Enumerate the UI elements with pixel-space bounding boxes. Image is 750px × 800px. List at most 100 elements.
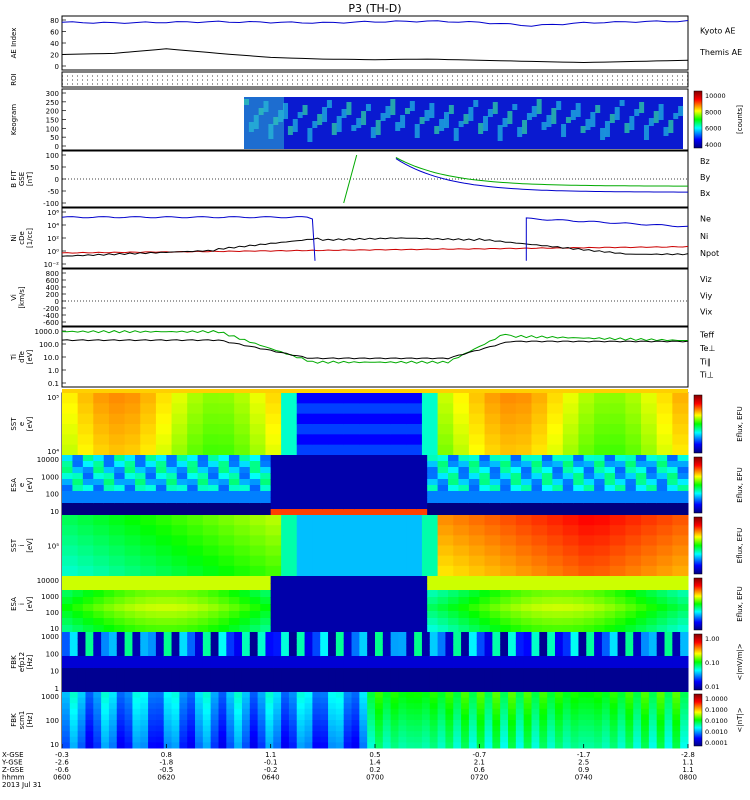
fbk_e-cell <box>108 668 118 675</box>
sst_i-cell <box>312 525 329 536</box>
fbk_b-cell <box>367 736 376 743</box>
esa_i-cell <box>72 576 84 584</box>
esa_i-cell <box>135 576 146 584</box>
fbk_e-cell <box>375 674 384 681</box>
fbk_e-cell <box>93 662 102 669</box>
fbk_e-cell <box>656 680 666 687</box>
fbk_e-cell <box>148 632 157 639</box>
fbk_e-cell <box>62 650 71 657</box>
esa_i-cell <box>291 590 303 598</box>
esa_i-cell <box>656 625 668 633</box>
fbk_e-cell <box>656 650 666 657</box>
fbk_b-cell <box>570 731 579 738</box>
sst_i-cell <box>578 565 595 577</box>
esa_i-cell <box>531 625 543 633</box>
esa_i-cell <box>197 597 209 605</box>
esa_e-cell <box>103 473 115 480</box>
sst_e-cell <box>547 403 564 415</box>
fbk_e-cell <box>77 680 86 687</box>
fbk_e-cell <box>594 632 603 639</box>
esa_i-cell <box>270 583 282 591</box>
fbk_e-cell <box>648 632 658 639</box>
fbk_b-cell <box>202 708 212 715</box>
esa_e-cell <box>656 467 668 474</box>
fbk_e-cell <box>633 686 642 693</box>
sst_e-cell <box>500 424 517 435</box>
sst_e-cell <box>656 444 673 456</box>
fbk_b-cell <box>171 736 180 743</box>
esa_e-cell <box>583 491 595 498</box>
fbk_b-cell <box>359 708 368 715</box>
fbk_b-cell <box>93 697 102 704</box>
fbk_b-cell <box>476 742 486 749</box>
esa_e-cell <box>635 473 647 480</box>
esa_e-cell <box>468 479 480 486</box>
esa_e-cell <box>301 509 313 516</box>
esa_i-cell <box>489 625 501 633</box>
sst_e-cell <box>421 424 439 435</box>
esa_e-cell <box>155 497 167 504</box>
fbk_b-cell <box>398 731 407 738</box>
esa_i-cell <box>416 590 428 598</box>
esa_e-cell <box>228 491 240 498</box>
fbk_e-cell <box>101 638 110 645</box>
sst_e-cell <box>672 403 689 415</box>
esa_e-cell <box>166 467 178 474</box>
fbk_e-cell <box>554 632 564 639</box>
keogram-patch <box>648 118 654 126</box>
esa_e-cell <box>531 455 543 462</box>
sst_i-cell <box>594 535 611 546</box>
esa_e-cell <box>364 473 376 480</box>
fbk_e-cell <box>594 674 603 681</box>
fbk_b-cell <box>257 731 266 738</box>
sst_e-cell <box>77 413 94 425</box>
fbk_e-cell <box>288 644 298 651</box>
sst_i-cell <box>468 525 486 536</box>
esa_i-cell <box>343 618 355 626</box>
sst_i-cell <box>62 515 79 526</box>
fbk_b-cell <box>461 731 470 738</box>
sst_i-cell <box>171 545 188 557</box>
esa_i-cell <box>375 611 386 619</box>
fbk_b-cell <box>351 697 360 704</box>
fbk_b-cell <box>461 714 470 721</box>
fbk_b-cell <box>633 725 642 732</box>
esa_e-cell <box>291 485 303 492</box>
fbk_e-cell <box>382 656 392 663</box>
fbk_e-cell <box>586 650 595 657</box>
fbk_e-cell <box>343 686 353 693</box>
fbk_b-cell <box>414 742 423 749</box>
fbk_b-cell <box>390 731 399 738</box>
esa_e-cell <box>218 497 230 504</box>
fbk_e-cell <box>132 662 141 669</box>
sst_e-cell <box>390 434 407 446</box>
colorbar-keogram <box>693 90 703 149</box>
fbk_e-cell <box>202 686 212 693</box>
fbk_e-cell <box>234 632 243 639</box>
fbk_b-cell <box>273 720 282 727</box>
fbk_b-cell <box>328 720 337 727</box>
fbk_b-cell <box>672 731 681 738</box>
fbk_b-cell <box>429 703 439 710</box>
fbk_e-cell <box>570 638 579 645</box>
keogram-patch <box>590 112 596 127</box>
fbk_b-cell <box>187 742 196 749</box>
fbk_e-cell <box>586 686 595 693</box>
time-tick-label: 0700 <box>366 774 384 782</box>
fbk_b-cell <box>664 708 673 715</box>
esa_i-cell <box>604 590 616 598</box>
fbk_e-cell <box>265 662 274 669</box>
fbk_b-cell <box>523 692 532 699</box>
fbk_b-cell <box>523 736 532 743</box>
esa_e-cell <box>531 467 543 474</box>
fbk_e-cell <box>249 650 259 657</box>
esa_e-cell <box>385 473 397 480</box>
fbk_b-cell <box>69 697 79 704</box>
esa_e-cell <box>166 461 178 468</box>
esa_i-cell <box>573 618 585 626</box>
fbk_b-cell <box>421 708 431 715</box>
fbk_e-cell <box>390 656 399 663</box>
fbk_e-cell <box>226 644 235 651</box>
esa_i-cell <box>155 583 167 591</box>
esa_e-cell <box>427 503 439 510</box>
